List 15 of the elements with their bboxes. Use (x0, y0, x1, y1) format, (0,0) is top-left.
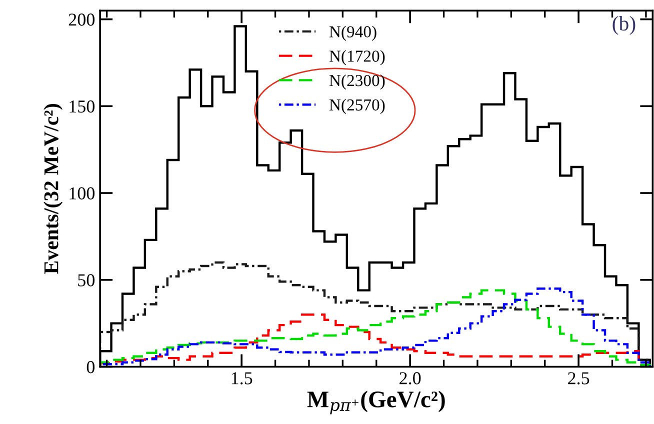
annotation: (b) (612, 16, 636, 35)
legend-label: N(2570) (329, 98, 385, 114)
y-tick-label: 150 (70, 100, 95, 113)
legend-label: N(2300) (329, 74, 385, 90)
x-tick-label: 2.5 (568, 372, 590, 384)
y-tick-label: 50 (78, 274, 95, 286)
x-axis-title: M$_{pπ⁺}$(GeV/c²) (307, 390, 445, 414)
x-tick-label: 2.0 (400, 372, 421, 384)
legend-label: N(940) (329, 26, 376, 41)
y-tick-label: 200 (68, 14, 95, 26)
y-axis-title: Events/(32 MeV/c²) (44, 104, 63, 274)
x-tick-label: 1.5 (232, 372, 252, 384)
y-tick-label: 100 (70, 187, 95, 200)
y-tick-label: 0 (86, 361, 95, 374)
legend-label: N(1720) (329, 50, 385, 66)
